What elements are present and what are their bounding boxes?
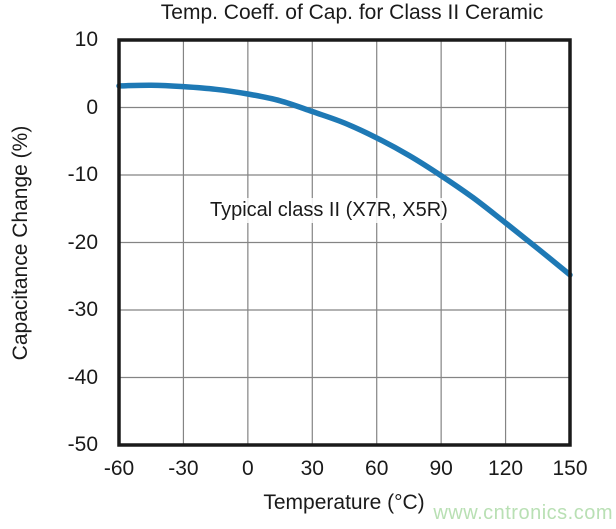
y-tick-label: 0: [86, 95, 98, 119]
axis-frame: [117, 38, 572, 447]
y-tick-label: -10: [67, 163, 98, 186]
y-tick-label: -20: [67, 230, 98, 254]
x-tick-label: -30: [168, 457, 199, 480]
x-tick-label: 150: [552, 457, 588, 480]
watermark: www.cntronics.com: [433, 502, 613, 524]
series-annotation: Typical class II (X7R, X5R): [206, 198, 452, 223]
y-tick-label: -40: [67, 365, 98, 389]
y-tick-label: 10: [74, 28, 98, 51]
x-tick-label: 30: [300, 457, 324, 480]
x-tick-label: 120: [488, 457, 524, 480]
x-tick-label: 90: [429, 457, 453, 480]
chart-title: Temp. Coeff. of Cap. for Class II Cerami…: [160, 1, 544, 24]
y-tick-label: -50: [67, 433, 98, 456]
y-tick-label: -30: [67, 298, 98, 321]
x-tick-label: 60: [365, 457, 389, 480]
x-axis-title: Temperature (°C): [263, 491, 425, 514]
data-curve: [116, 82, 573, 278]
x-tick-label: 0: [242, 457, 254, 480]
x-tick-label: -60: [103, 457, 135, 480]
